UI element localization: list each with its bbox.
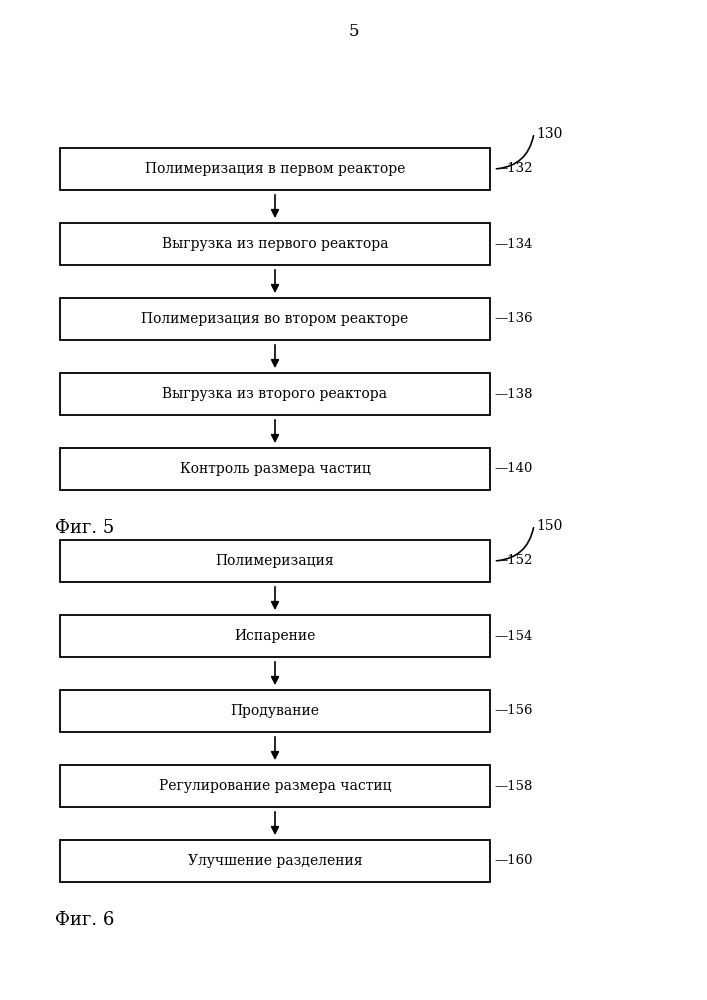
Text: —152: —152: [494, 554, 532, 568]
Text: Выгрузка из первого реактора: Выгрузка из первого реактора: [162, 237, 388, 251]
Text: 130: 130: [536, 127, 562, 141]
Text: Контроль размера частиц: Контроль размера частиц: [180, 462, 370, 476]
Text: —138: —138: [494, 387, 532, 400]
Text: Фиг. 5: Фиг. 5: [55, 519, 115, 537]
Text: —154: —154: [494, 630, 532, 643]
Text: 5: 5: [349, 23, 358, 40]
Text: Продувание: Продувание: [230, 704, 320, 718]
Bar: [60, 690, 490, 732]
Bar: [60, 840, 490, 882]
Bar: [60, 373, 490, 415]
Text: Испарение: Испарение: [234, 629, 316, 643]
Text: 150: 150: [536, 519, 562, 533]
Text: Полимеризация в первом реакторе: Полимеризация в первом реакторе: [145, 162, 405, 176]
Text: Регулирование размера частиц: Регулирование размера частиц: [158, 779, 391, 793]
Text: —160: —160: [494, 854, 532, 867]
Text: —158: —158: [494, 780, 532, 792]
Bar: [60, 765, 490, 807]
Bar: [60, 615, 490, 657]
Bar: [60, 223, 490, 265]
Text: —134: —134: [494, 237, 532, 250]
Text: —132: —132: [494, 162, 532, 176]
Bar: [60, 298, 490, 340]
Text: Полимеризация: Полимеризация: [216, 554, 334, 568]
Text: Улучшение разделения: Улучшение разделения: [188, 854, 362, 868]
Bar: [60, 448, 490, 490]
Text: —136: —136: [494, 312, 532, 326]
Bar: [60, 148, 490, 190]
Text: Полимеризация во втором реакторе: Полимеризация во втором реакторе: [141, 312, 409, 326]
Text: Фиг. 6: Фиг. 6: [55, 911, 115, 929]
Text: Выгрузка из второго реактора: Выгрузка из второго реактора: [163, 387, 387, 401]
Text: —156: —156: [494, 704, 532, 718]
Bar: [60, 540, 490, 582]
Text: —140: —140: [494, 462, 532, 476]
